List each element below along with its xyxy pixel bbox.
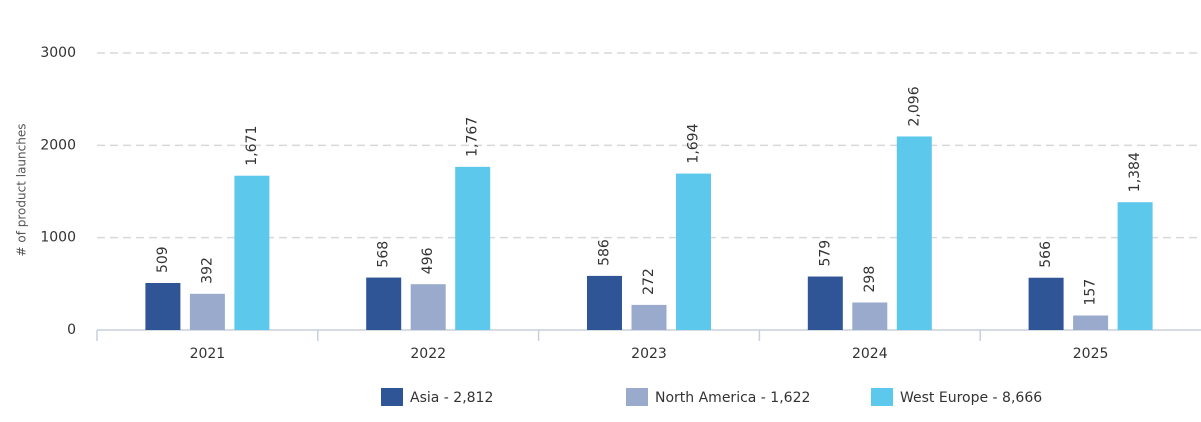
data-label: 566: [1038, 241, 1054, 268]
bar: [189, 293, 225, 330]
data-label: 496: [420, 247, 436, 274]
data-label: 509: [155, 246, 171, 273]
bar: [676, 173, 711, 330]
bar: [852, 302, 888, 330]
bar: [234, 175, 270, 330]
data-label: 1,671: [244, 126, 260, 166]
data-label: 1,767: [465, 117, 481, 157]
bar: [145, 283, 181, 330]
data-label: 568: [376, 241, 392, 268]
bar: [1117, 202, 1153, 330]
bar: [410, 284, 446, 330]
y-tick-label: 3000: [40, 45, 76, 61]
bar: [587, 275, 622, 330]
data-label: 272: [641, 268, 657, 295]
data-label: 579: [817, 240, 833, 267]
legend-swatch: [871, 388, 893, 406]
bar: [896, 136, 932, 330]
data-label: 392: [199, 257, 215, 284]
legend-label: West Europe - 8,666: [900, 390, 1042, 406]
data-label: 298: [862, 266, 878, 293]
x-tick-label: 2025: [1073, 346, 1109, 362]
bar: [631, 304, 667, 330]
x-tick-label: 2021: [190, 346, 226, 362]
data-label: 586: [597, 239, 613, 266]
data-label: 2,096: [906, 86, 922, 126]
bar: [807, 276, 843, 330]
bar: [1028, 277, 1064, 330]
legend-label: Asia - 2,812: [410, 390, 493, 406]
bar: [455, 166, 491, 330]
legend-swatch: [626, 388, 648, 406]
x-tick-label: 2023: [631, 346, 667, 362]
y-axis-title: # of product launches: [15, 124, 29, 257]
data-label: 1,694: [686, 123, 702, 163]
bar: [1073, 315, 1109, 330]
x-tick-label: 2022: [410, 346, 446, 362]
data-label: 157: [1083, 279, 1099, 306]
bar: [366, 277, 402, 330]
y-tick-label: 2000: [40, 137, 76, 153]
y-tick-label: 1000: [40, 230, 76, 246]
legend-swatch: [381, 388, 403, 406]
x-tick-label: 2024: [852, 346, 888, 362]
data-label: 1,384: [1127, 152, 1143, 192]
legend-label: North America - 1,622: [655, 390, 810, 406]
y-tick-label: 0: [67, 322, 76, 338]
